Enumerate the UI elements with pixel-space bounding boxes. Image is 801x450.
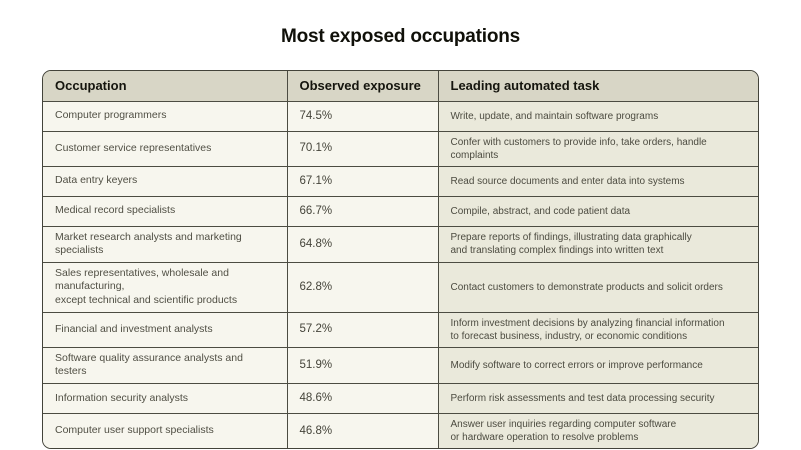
table-row: Computer user support specialists 46.8% … xyxy=(43,412,758,448)
exposure-table-container: Occupation Observed exposure Leading aut… xyxy=(42,70,759,449)
exposure-cell: 46.8% xyxy=(286,412,439,448)
occupation-cell: Information security analysts xyxy=(43,382,288,414)
exposure-cell: 51.9% xyxy=(286,346,439,384)
exposure-cell: 48.6% xyxy=(286,382,439,414)
occupation-cell: Computer programmers xyxy=(43,100,288,132)
task-cell: Modify software to correct errors or imp… xyxy=(437,346,758,384)
table-row: Customer service representatives 70.1% C… xyxy=(43,130,758,167)
task-cell: Perform risk assessments and test data p… xyxy=(437,382,758,414)
table-row: Software quality assurance analysts and … xyxy=(43,346,758,384)
table-row: Information security analysts 48.6% Perf… xyxy=(43,382,758,414)
task-cell: Write, update, and maintain software pro… xyxy=(437,100,758,132)
table-row: Financial and investment analysts 57.2% … xyxy=(43,311,758,348)
task-cell: Prepare reports of findings, illustratin… xyxy=(437,225,758,263)
occupation-cell: Software quality assurance analysts and … xyxy=(43,346,288,384)
exposure-cell: 66.7% xyxy=(286,195,439,227)
exposure-cell: 67.1% xyxy=(286,165,439,197)
occupation-cell: Market research analysts and marketing s… xyxy=(43,225,288,263)
exposure-cell: 70.1% xyxy=(286,130,439,167)
occupation-cell: Data entry keyers xyxy=(43,165,288,197)
task-cell: Compile, abstract, and code patient data xyxy=(437,195,758,227)
task-cell: Read source documents and enter data int… xyxy=(437,165,758,197)
table-row: Medical record specialists 66.7% Compile… xyxy=(43,195,758,227)
table-row: Market research analysts and marketing s… xyxy=(43,225,758,263)
table-row: Computer programmers 74.5% Write, update… xyxy=(43,100,758,132)
exposure-cell: 57.2% xyxy=(286,311,439,348)
occupation-cell: Customer service representatives xyxy=(43,130,288,167)
column-header-occupation: Occupation xyxy=(43,71,288,102)
exposure-cell: 74.5% xyxy=(286,100,439,132)
occupation-cell: Computer user support specialists xyxy=(43,412,288,448)
task-cell: Contact customers to demonstrate product… xyxy=(437,261,758,313)
task-cell: Inform investment decisions by analyzing… xyxy=(437,311,758,348)
task-cell: Confer with customers to provide info, t… xyxy=(437,130,758,167)
table-row: Data entry keyers 67.1% Read source docu… xyxy=(43,165,758,197)
column-header-observed-exposure: Observed exposure xyxy=(286,71,439,102)
occupation-cell: Sales representatives, wholesale and man… xyxy=(43,261,288,313)
exposure-cell: 62.8% xyxy=(286,261,439,313)
column-header-leading-automated-task: Leading automated task xyxy=(437,71,758,102)
exposure-cell: 64.8% xyxy=(286,225,439,263)
exposure-table: Occupation Observed exposure Leading aut… xyxy=(43,71,758,448)
table-row: Sales representatives, wholesale and man… xyxy=(43,261,758,313)
task-cell: Answer user inquiries regarding computer… xyxy=(437,412,758,448)
table-header-row: Occupation Observed exposure Leading aut… xyxy=(43,71,758,102)
occupation-cell: Medical record specialists xyxy=(43,195,288,227)
page-title: Most exposed occupations xyxy=(280,26,521,47)
occupation-cell: Financial and investment analysts xyxy=(43,311,288,348)
